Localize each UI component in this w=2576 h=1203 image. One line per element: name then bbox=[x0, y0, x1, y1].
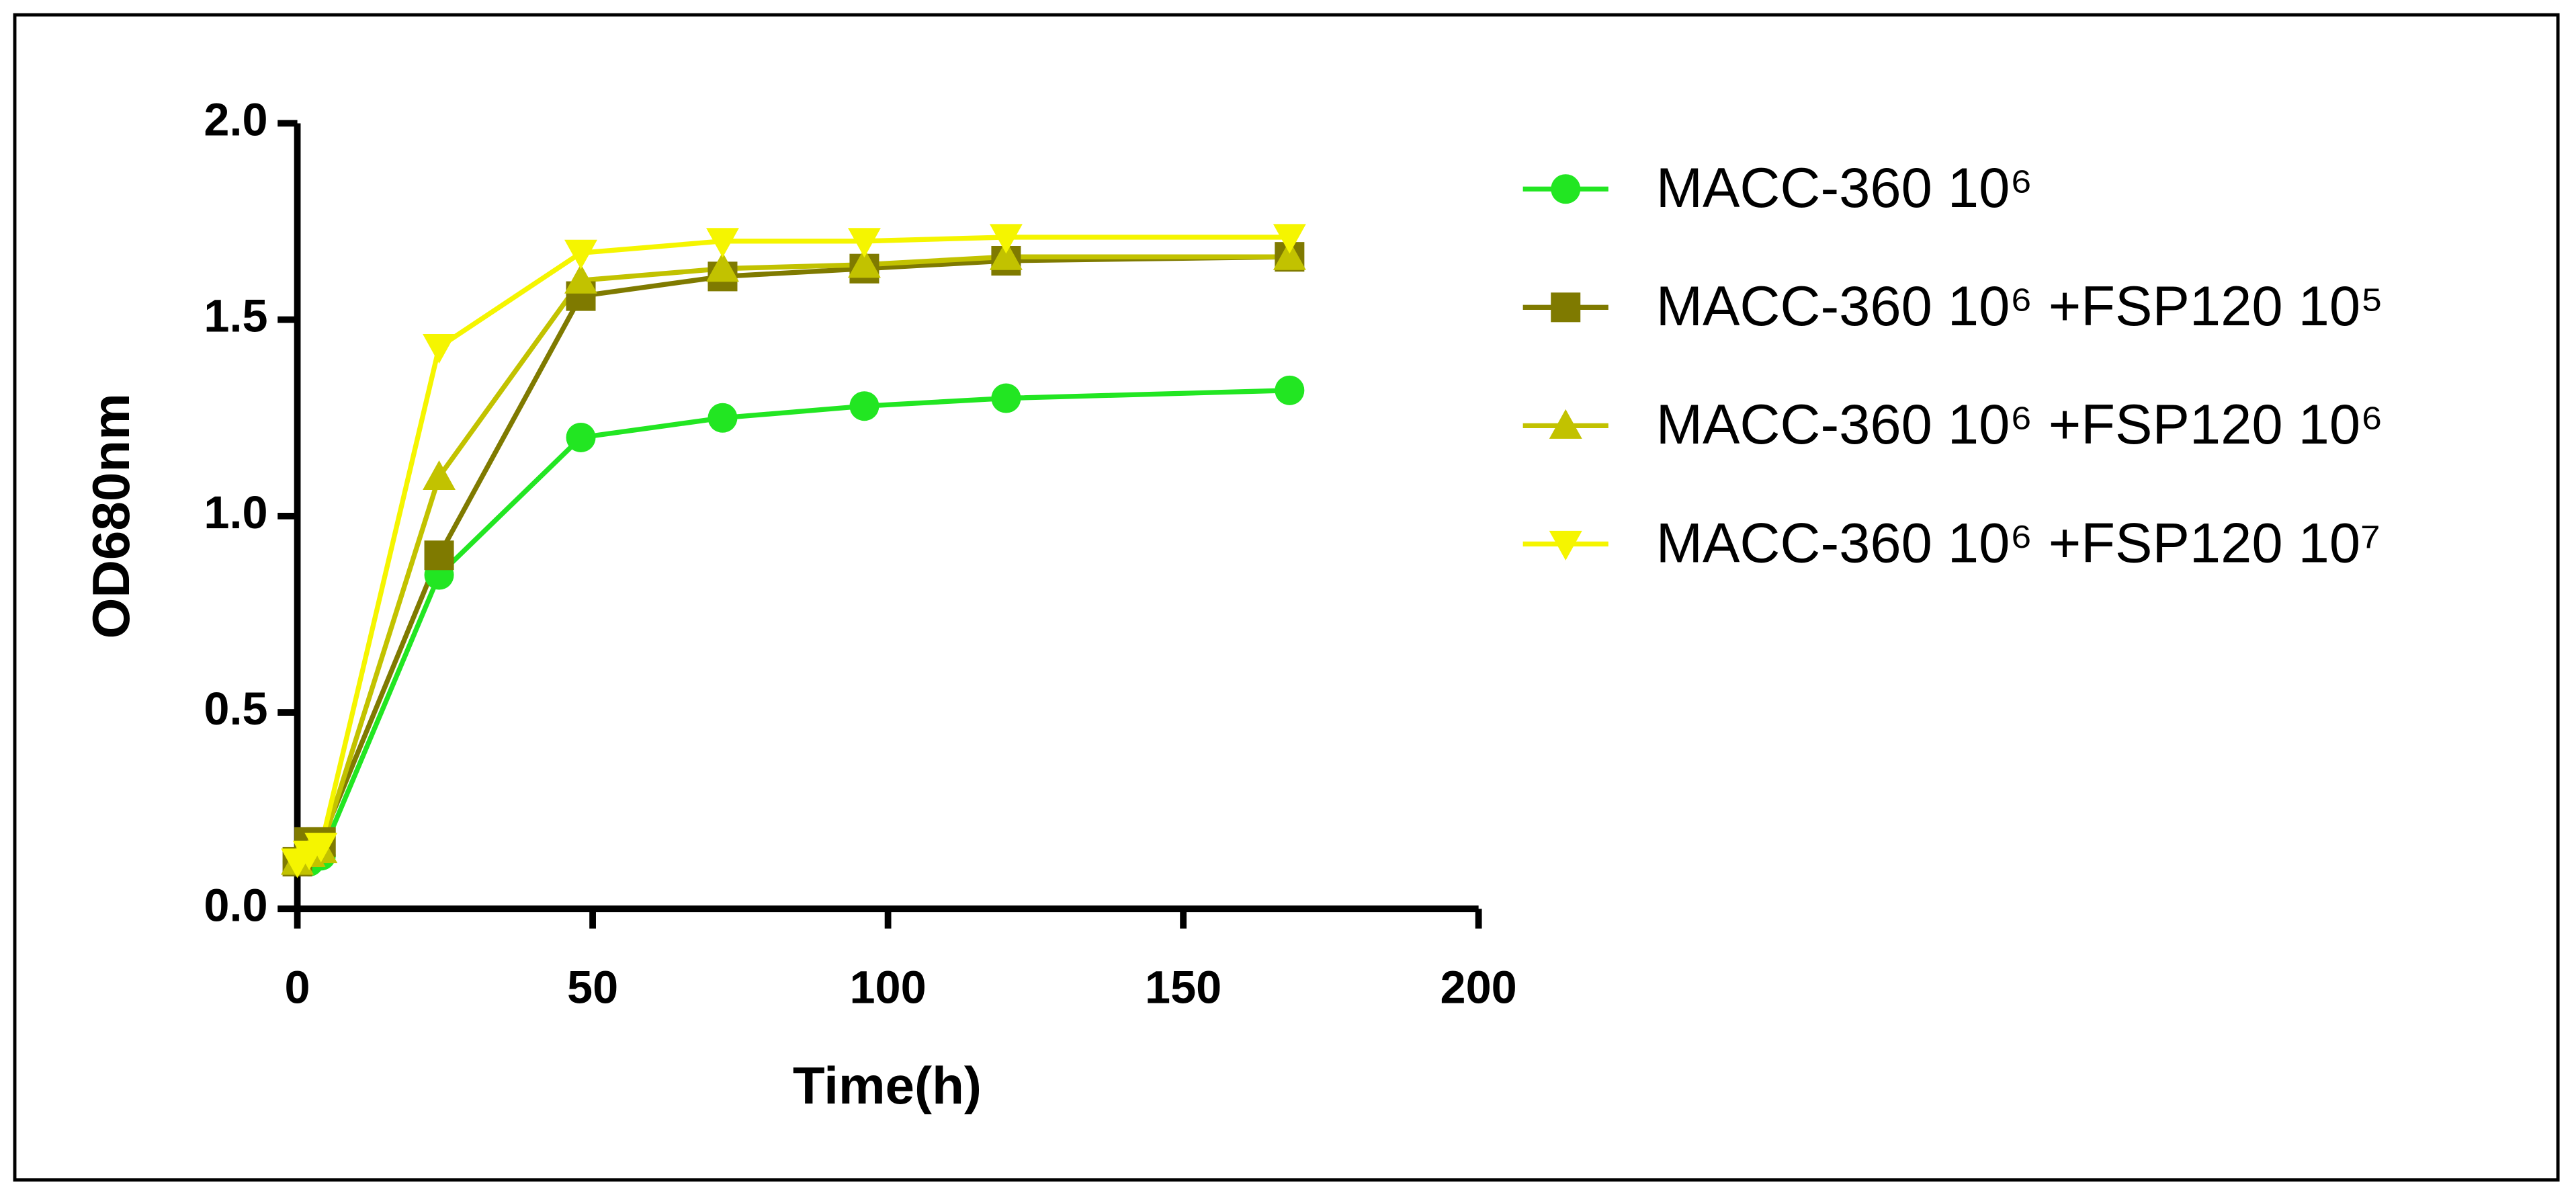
marker bbox=[566, 422, 596, 452]
legend-label: MACC-360 10⁶ bbox=[1656, 157, 2033, 219]
y-tick-label: 1.5 bbox=[204, 290, 267, 342]
marker bbox=[989, 240, 1023, 270]
marker bbox=[1551, 292, 1581, 323]
marker bbox=[707, 403, 738, 433]
frame bbox=[13, 13, 2560, 1182]
legend-label: MACC-360 10⁶ +FSP120 10⁶ bbox=[1656, 393, 2384, 456]
marker bbox=[991, 383, 1021, 413]
x-tick-label: 50 bbox=[567, 962, 618, 1013]
marker bbox=[849, 391, 879, 421]
y-tick-label: 2.0 bbox=[204, 94, 267, 146]
x-tick-label: 0 bbox=[285, 962, 310, 1013]
legend-label: MACC-360 10⁶ +FSP120 10⁷ bbox=[1656, 511, 2381, 574]
marker bbox=[1549, 409, 1582, 439]
x-tick-label: 100 bbox=[849, 962, 926, 1013]
legend-label: MACC-360 10⁶ +FSP120 10⁵ bbox=[1656, 275, 2384, 337]
marker bbox=[1273, 240, 1306, 270]
marker bbox=[706, 252, 739, 282]
marker bbox=[1275, 375, 1305, 405]
marker bbox=[564, 239, 597, 269]
marker bbox=[424, 540, 454, 571]
x-tick-label: 150 bbox=[1145, 962, 1221, 1013]
y-tick-label: 0.0 bbox=[204, 879, 267, 931]
y-tick-label: 0.5 bbox=[204, 683, 267, 735]
marker bbox=[564, 263, 597, 294]
y-tick-label: 1.0 bbox=[204, 487, 267, 538]
marker bbox=[1549, 530, 1582, 561]
marker bbox=[1273, 224, 1306, 254]
y-axis-label: OD680nm bbox=[81, 393, 140, 638]
marker bbox=[706, 228, 739, 258]
x-axis-label: Time(h) bbox=[793, 1056, 982, 1115]
marker bbox=[989, 224, 1023, 254]
x-tick-label: 200 bbox=[1441, 962, 1517, 1013]
marker bbox=[423, 460, 456, 490]
marker bbox=[847, 248, 881, 278]
marker bbox=[847, 228, 881, 258]
marker bbox=[423, 334, 456, 364]
marker bbox=[304, 833, 338, 863]
marker bbox=[1551, 174, 1581, 204]
